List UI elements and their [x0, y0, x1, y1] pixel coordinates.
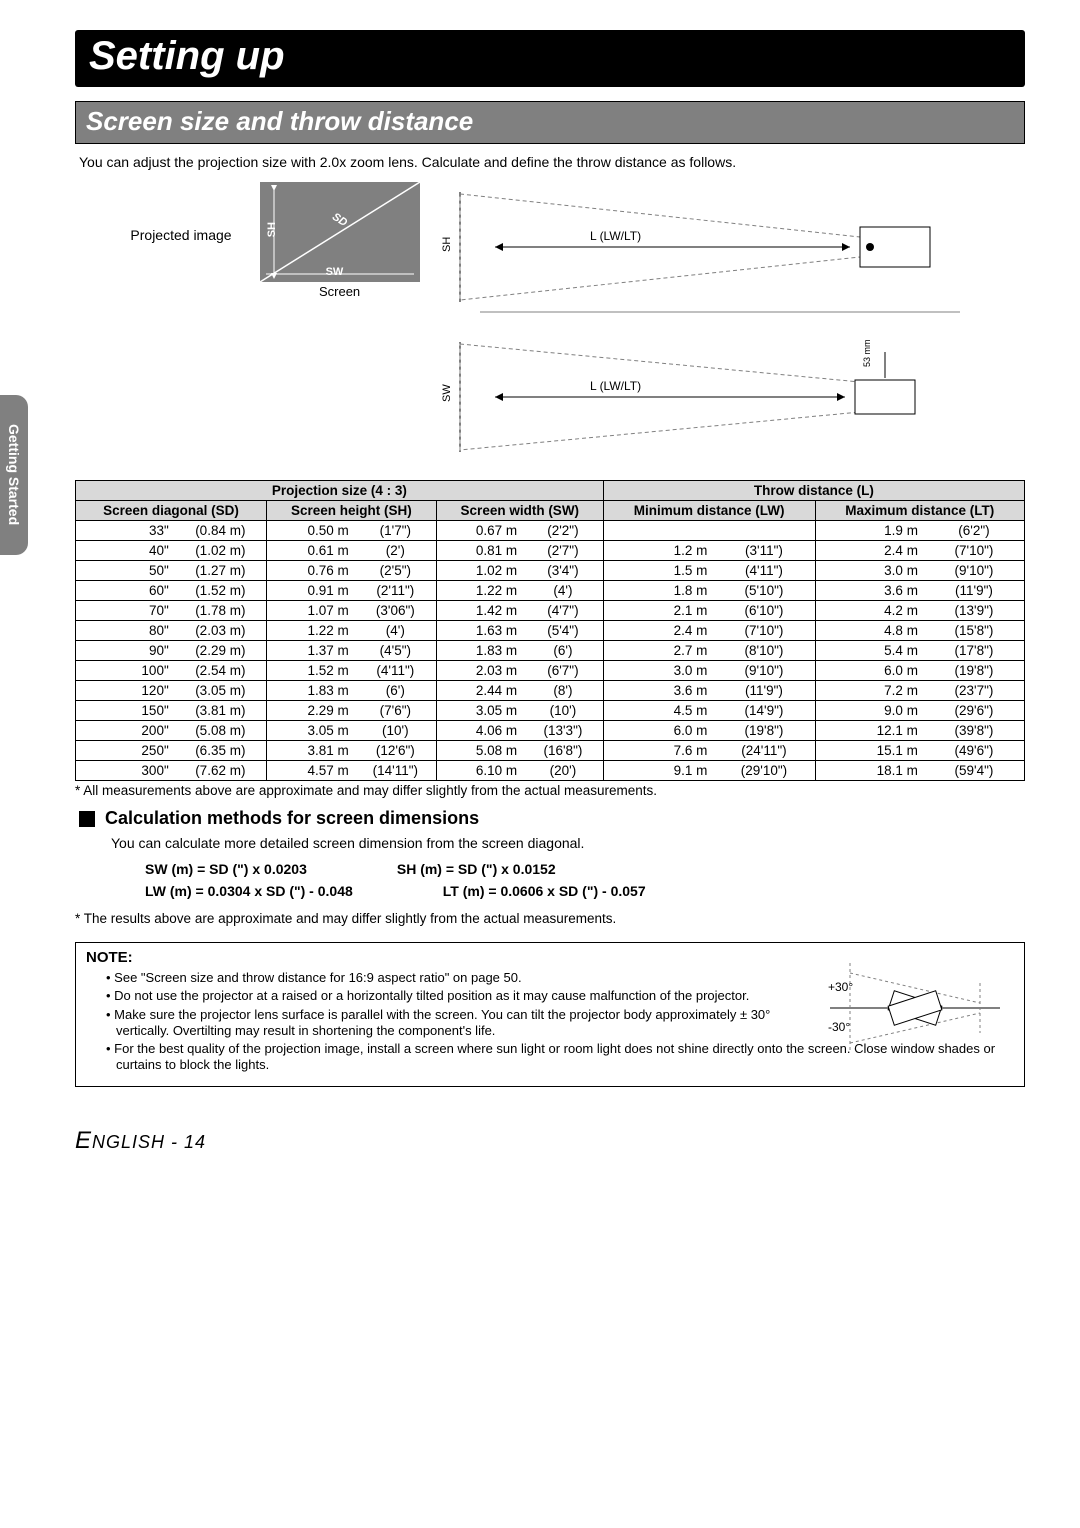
table-row: 50"(1.27 m)0.76 m(2'5")1.02 m(3'4")1.5 m… — [76, 561, 1025, 581]
l-label-side: L (LW/LT) — [590, 379, 641, 393]
angle-plus: +30° — [828, 980, 853, 994]
header-throw: Throw distance (L) — [603, 481, 1024, 501]
projected-image-label: Projected image — [130, 227, 231, 243]
formula-lt: LT (m) = 0.0606 x SD (") - 0.057 — [443, 883, 646, 899]
formula-lw: LW (m) = 0.0304 x SD (") - 0.048 — [145, 883, 353, 899]
page-footer: ENGLISH - 14 — [75, 1127, 1025, 1155]
sh-label: SH — [266, 222, 278, 237]
col-lw: Minimum distance (LW) — [603, 501, 815, 521]
col-lt: Maximum distance (LT) — [815, 501, 1024, 521]
projection-table: Projection size (4 : 3) Throw distance (… — [75, 480, 1025, 781]
note-item: Do not use the projector at a raised or … — [106, 988, 806, 1004]
formula-sw: SW (m) = SD (") x 0.0203 — [145, 861, 307, 877]
footer-lang-first: E — [75, 1127, 92, 1154]
throw-diagram: L (LW/LT) SH L (LW/LT) SW 53 mm — [440, 182, 970, 462]
mm-label: 53 mm — [862, 339, 872, 367]
table-row: 70"(1.78 m)1.07 m(3'06")1.42 m(4'7")2.1 … — [76, 601, 1025, 621]
table-row: 300"(7.62 m)4.57 m(14'11")6.10 m(20')9.1… — [76, 761, 1025, 781]
formulas: SW (m) = SD (") x 0.0203 SH (m) = SD (")… — [145, 861, 1025, 899]
table-row: 120"(3.05 m)1.83 m(6')2.44 m(8')3.6 m(11… — [76, 681, 1025, 701]
table-row: 80"(2.03 m)1.22 m(4')1.63 m(5'4")2.4 m(7… — [76, 621, 1025, 641]
header-projection: Projection size (4 : 3) — [76, 481, 604, 501]
screen-diagram: SH SD SW Screen — [260, 182, 420, 297]
formula-sh: SH (m) = SD (") x 0.0152 — [397, 861, 556, 877]
side-tab: Getting Started — [0, 395, 28, 555]
col-sh: Screen height (SH) — [266, 501, 436, 521]
note-item: Make sure the projector lens surface is … — [106, 1007, 806, 1040]
intro-text: You can adjust the projection size with … — [79, 154, 1021, 170]
sh-side-label: SH — [441, 237, 453, 252]
footnote-1: * All measurements above are approximate… — [75, 783, 1025, 798]
footer-page: 14 — [184, 1132, 206, 1152]
calc-desc: You can calculate more detailed screen d… — [111, 835, 1025, 851]
table-row: 40"(1.02 m)0.61 m(2')0.81 m(2'7")1.2 m(3… — [76, 541, 1025, 561]
note-item: See "Screen size and throw distance for … — [106, 970, 806, 986]
footnote-2: * The results above are approximate and … — [75, 911, 1025, 926]
note-box: NOTE: See "Screen size and throw distanc… — [75, 942, 1025, 1087]
col-sd: Screen diagonal (SD) — [76, 501, 267, 521]
sw-side-label: SW — [441, 384, 453, 402]
square-bullet-icon — [79, 811, 95, 827]
l-label-top: L (LW/LT) — [590, 229, 641, 243]
table-row: 60"(1.52 m)0.91 m(2'11")1.22 m(4')1.8 m(… — [76, 581, 1025, 601]
tilt-diagram: +30° -30° — [820, 953, 1010, 1063]
screen-caption: Screen — [260, 284, 420, 299]
diagram-area: Projected image SH SD SW Screen — [75, 182, 1025, 462]
footer-lang-rest: NGLISH — [92, 1132, 165, 1152]
table-row: 200"(5.08 m)3.05 m(10')4.06 m(13'3")6.0 … — [76, 721, 1025, 741]
table-row: 90"(2.29 m)1.37 m(4'5")1.83 m(6')2.7 m(8… — [76, 641, 1025, 661]
sw-label: SW — [326, 266, 344, 278]
note-list: See "Screen size and throw distance for … — [106, 970, 806, 1039]
table-row: 33"(0.84 m)0.50 m(1'7")0.67 m(2'2")1.9 m… — [76, 521, 1025, 541]
section-heading: Screen size and throw distance — [75, 101, 1025, 144]
table-row: 100"(2.54 m)1.52 m(4'11")2.03 m(6'7")3.0… — [76, 661, 1025, 681]
table-row: 250"(6.35 m)3.81 m(12'6")5.08 m(16'8")7.… — [76, 741, 1025, 761]
page-title: Setting up — [75, 30, 1025, 87]
footer-sep: - — [165, 1132, 184, 1152]
calc-heading: Calculation methods for screen dimension… — [75, 808, 1025, 829]
table-row: 150"(3.81 m)2.29 m(7'6")3.05 m(10')4.5 m… — [76, 701, 1025, 721]
angle-minus: -30° — [828, 1020, 850, 1034]
col-sw: Screen width (SW) — [436, 501, 603, 521]
calc-heading-text: Calculation methods for screen dimension… — [105, 808, 479, 829]
